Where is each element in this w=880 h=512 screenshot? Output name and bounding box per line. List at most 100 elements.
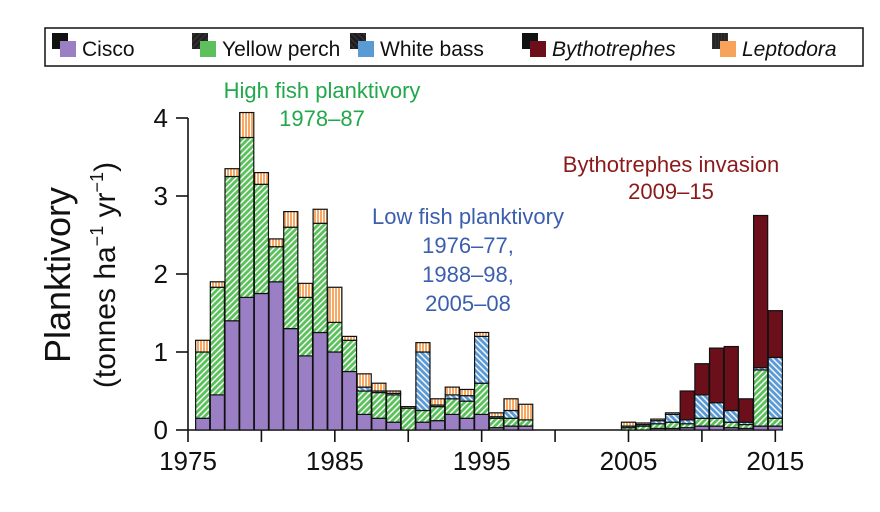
bar-segment-cisco (297, 355, 314, 431)
bar-segment-cisco (444, 413, 460, 431)
legend-label: Cisco (82, 38, 135, 61)
bar-segment-perch (224, 175, 240, 322)
bar-segment-perch (723, 421, 739, 429)
bar-segment-lepto (415, 342, 431, 353)
bar-segment-cisco (209, 394, 226, 431)
bar-segment-lepto (209, 281, 226, 288)
bar-segment-cisco (341, 370, 358, 431)
annotation-line: Bythotrephes invasion (563, 152, 779, 177)
legend-item-bytho: Bythotrephes (522, 33, 676, 61)
bar-segment-lepto (341, 335, 358, 341)
bar-2005 (620, 421, 637, 431)
bar-1995 (474, 331, 490, 431)
annotation-line: Low fish planktivory (372, 204, 564, 229)
bar-segment-perch (356, 390, 372, 415)
bar-2010 (694, 363, 710, 431)
bar-segment-cisco (253, 292, 270, 431)
bar-segment-bytho (694, 363, 710, 396)
bar-segment-lepto (297, 282, 314, 298)
bar-1980 (253, 172, 270, 431)
bar-segment-bass (474, 335, 490, 384)
legend-label: White bass (380, 38, 484, 61)
bar-2009 (679, 390, 695, 431)
bar-2014 (752, 214, 769, 431)
bar-segment-cisco (474, 413, 490, 431)
annotation-line: 1978–87 (279, 106, 365, 131)
legend-item-lepto: Leptodora (712, 33, 837, 61)
bar-segment-perch (385, 394, 402, 423)
bar-segment-cisco (312, 331, 328, 431)
y-axis-label-sup1: −1 (87, 226, 107, 247)
bars (195, 111, 783, 431)
bar-segment-bytho (752, 214, 769, 369)
legend-item-bass: White bass (350, 33, 484, 61)
bar-segment-perch (444, 398, 460, 415)
bar-2013 (738, 398, 754, 431)
y-tick-label: 2 (154, 259, 168, 289)
bar-segment-perch (209, 286, 226, 396)
bar-segment-perch (488, 417, 504, 429)
y-tick-label: 1 (154, 337, 168, 367)
bar-2007 (650, 418, 666, 431)
y-axis-label-end: ) (89, 162, 122, 172)
bar-segment-perch (312, 222, 328, 334)
bar-segment-cisco (327, 351, 343, 431)
bar-segment-perch (503, 417, 519, 427)
bar-segment-bass (708, 402, 725, 419)
y-tick-label: 3 (154, 181, 168, 211)
bar-segment-perch (400, 407, 416, 431)
bar-segment-bytho (767, 310, 783, 359)
y-axis-label-main: (tonnes ha (89, 246, 122, 388)
legend-label: Yellow perch (222, 38, 340, 61)
bar-1991 (415, 342, 431, 431)
legend: Cisco Yellow perch White bass Bythotrephes L… (44, 27, 864, 67)
bar-segment-perch (415, 409, 431, 423)
legend-label: Bythotrephes (552, 38, 676, 61)
bar-segment-perch (268, 246, 284, 283)
bar-1977 (209, 281, 226, 431)
bar-2006 (635, 422, 651, 431)
bar-segment-lepto (356, 373, 372, 388)
y-axis-label-line1: Planktivory (37, 187, 78, 363)
bar-segment-cisco (459, 417, 475, 431)
bar-segment-perch (253, 183, 270, 295)
annotation-line: 2009–15 (628, 179, 714, 204)
bar-segment-perch (518, 419, 534, 427)
bar-segment-perch (459, 400, 475, 419)
y-axis-label-sup2: −1 (87, 172, 107, 193)
bar-segment-lepto (253, 172, 270, 185)
bar-segment-lepto (385, 390, 402, 394)
bar-segment-perch (429, 406, 446, 422)
bar-1994 (459, 388, 475, 431)
bar-segment-bass (503, 409, 519, 419)
bar-segment-bass (664, 413, 681, 423)
bar-segment-lepto (268, 238, 284, 248)
legend-swatch-color (720, 41, 736, 57)
bar-segment-lepto (444, 386, 460, 396)
bar-segment-cisco (283, 328, 299, 431)
bar-2012 (723, 345, 739, 431)
bar-segment-cisco (268, 281, 284, 431)
annotation-high: High fish planktivory 1978–87 (224, 78, 421, 131)
x-tick-label: 1995 (453, 446, 511, 476)
bar-1986 (341, 335, 358, 431)
bar-segment-bytho (723, 345, 739, 412)
bar-1979 (239, 111, 255, 431)
bar-segment-bass (459, 395, 475, 402)
annotation-line: 1988–98, (422, 262, 514, 287)
bar-segment-bass (767, 356, 783, 419)
bar-segment-perch (767, 417, 783, 427)
bar-segment-bytho (708, 347, 725, 404)
bar-segment-lepto (635, 422, 651, 426)
bar-segment-cisco (224, 320, 240, 431)
bar-segment-cisco (356, 413, 372, 431)
bar-segment-lepto (312, 208, 328, 224)
bar-segment-lepto (283, 211, 299, 228)
bar-segment-lepto (400, 406, 416, 409)
x-tick-label: 2015 (746, 446, 804, 476)
bar-segment-perch (239, 136, 255, 298)
x-tick-label: 2005 (600, 446, 658, 476)
bar-segment-cisco (371, 417, 387, 431)
annotation-line: High fish planktivory (224, 78, 421, 103)
